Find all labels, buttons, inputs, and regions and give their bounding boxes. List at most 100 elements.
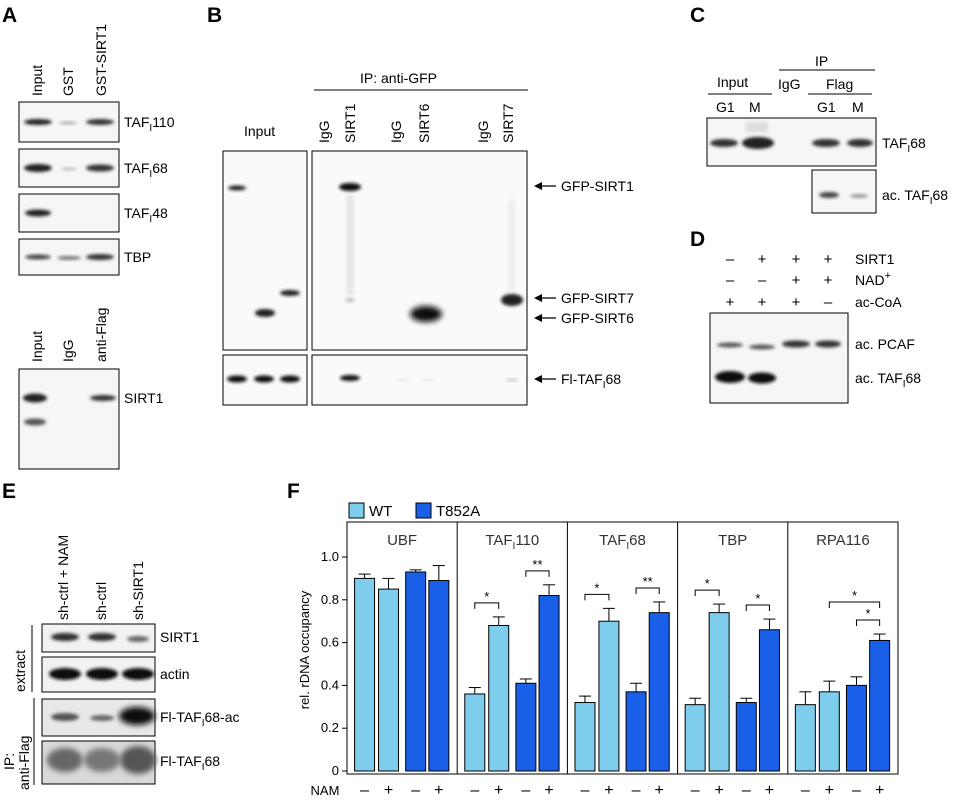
a-blot-tafi48 (18, 193, 120, 233)
nam-sign: – (411, 782, 420, 799)
sig-bracket (694, 589, 720, 597)
b-input-label: Input (244, 123, 275, 139)
d-sign: – (758, 272, 767, 289)
nam-sign: – (801, 782, 810, 799)
a-blot-sirt1 (18, 368, 120, 470)
f-chart: WT T852A 0 0.2 0.4 0.6 0.8 1.0 rel. rDNA occupan… (297, 502, 899, 799)
c-lane-m-flag: M (852, 99, 864, 115)
bar (488, 624, 510, 772)
bar (845, 684, 867, 772)
a-band-sirt1: SIRT1 (124, 390, 164, 406)
a-band-tafi68: TAFI68 (124, 160, 168, 180)
a2-lane-input: Input (29, 331, 45, 362)
a-lane-input: Input (29, 65, 45, 96)
a-lane-gst-sirt1: GST-SIRT1 (93, 24, 109, 96)
sig-label: * (484, 589, 489, 604)
d-sign-grid: – + + + – – + + + + + – (726, 251, 833, 311)
b-lane-igg-1: IgG (316, 120, 332, 143)
chart-frame (346, 521, 899, 775)
e-blot-sirt1 (41, 623, 156, 653)
sig-bracket (855, 619, 881, 627)
d-sign: + (726, 294, 735, 311)
panel-c: C IP Input IgG Flag G1 M G1 M TAFI68 ac.… (690, 4, 948, 214)
e-band-fl-tafi68: Fl-TAFI68 (160, 753, 220, 773)
sig-label: ** (532, 557, 542, 572)
sig-bracket (828, 601, 881, 609)
bar (405, 571, 427, 772)
e-group-ip-2: anti-Flag (16, 736, 32, 790)
b-blot-input (222, 150, 308, 351)
y-tick-label: 1.0 (321, 549, 339, 564)
d-sign: + (758, 294, 767, 311)
bar (869, 639, 891, 772)
e-blot-fl-tafi68-ac (41, 698, 156, 737)
y-tick-label: 0.4 (321, 677, 339, 692)
c-flag-label: Flag (826, 76, 853, 92)
c-lane-g1-flag: G1 (817, 99, 836, 115)
b-lane-igg-2: IgG (388, 120, 404, 143)
nam-sign: + (384, 782, 393, 799)
bar (708, 612, 730, 772)
a-blot-tafi68 (18, 148, 120, 188)
nam-sign: – (521, 782, 530, 799)
bar (758, 629, 780, 772)
e-lane-sh-sirt1: sh-SIRT1 (130, 561, 146, 620)
panel-d: D – + + + – – + + + + + – SIRT1 NAD+ ac-CoA ac. PCA… (690, 228, 921, 404)
sig-bracket (474, 602, 500, 609)
sig-bracket (525, 570, 550, 577)
e-band-sirt1: SIRT1 (160, 629, 200, 645)
sig-bracket (635, 587, 660, 594)
group-title: TAFI68 (599, 532, 646, 552)
b-lane-sirt7: SIRT7 (500, 103, 516, 143)
c-input-label: Input (717, 74, 748, 90)
d-row-ac-coa: ac-CoA (855, 294, 902, 310)
y-tick-label: 0 (332, 763, 339, 778)
svg-text:GFP-SIRT1: GFP-SIRT1 (561, 178, 634, 194)
bar (574, 702, 596, 772)
sig-label: * (705, 576, 710, 591)
svg-text:GFP-SIRT7: GFP-SIRT7 (561, 290, 634, 306)
nam-sign: – (360, 782, 369, 799)
nam-sign: + (434, 782, 443, 799)
d-sign: + (824, 251, 833, 268)
nam-sign: – (581, 782, 590, 799)
a-band-tafi48: TAFI48 (124, 205, 168, 225)
b-lane-sirt6: SIRT6 (416, 103, 432, 143)
panel-c-label: C (690, 4, 705, 27)
bar (625, 691, 647, 772)
group-title: RPA116 (816, 532, 870, 549)
panel-e: E sh-ctrl + NAM sh-ctrl sh-SIRT1 extract… (1, 480, 240, 790)
bar (684, 704, 706, 772)
d-band-ac-pcaf: ac. PCAF (855, 336, 915, 352)
a-lane-gst: GST (60, 67, 76, 96)
panel-f: F WT T852A 0 0.2 0.4 0.6 0.8 1.0 rel. rDNA occup… (287, 480, 899, 799)
bar (818, 691, 840, 772)
nam-sign: – (852, 782, 861, 799)
b-lane-igg-3: IgG (475, 120, 491, 143)
bar (464, 693, 486, 772)
nam-sign: + (604, 782, 613, 799)
nam-sign: + (544, 782, 553, 799)
y-tick-label: 0.6 (321, 635, 339, 650)
c-blot-ac-tafi68 (811, 169, 877, 214)
group-title: TAFI110 (485, 532, 539, 552)
group-title: UBF (387, 532, 417, 549)
legend-label-0: WT (369, 503, 392, 520)
nam-sign: + (875, 782, 884, 799)
c-band-tafi68: TAFI68 (882, 135, 926, 155)
panel-b: B IP: anti-GFP Input IgG SIRT1 IgG SIRT6… (207, 4, 634, 406)
d-sign: + (792, 251, 801, 268)
bar (354, 577, 376, 772)
d-row-nad: NAD+ (855, 270, 891, 288)
d-sign: + (758, 251, 767, 268)
nam-sign: – (470, 782, 479, 799)
svg-text:GFP-SIRT6: GFP-SIRT6 (561, 310, 634, 326)
nam-sign: + (765, 782, 774, 799)
legend-swatch-1 (415, 502, 432, 519)
d-sign: – (726, 272, 735, 289)
nam-sign: – (742, 782, 751, 799)
e-band-fl-tafi68-ac: Fl-TAFI68-ac (160, 709, 240, 729)
nam-sign: + (714, 782, 723, 799)
nam-sign: + (655, 782, 664, 799)
